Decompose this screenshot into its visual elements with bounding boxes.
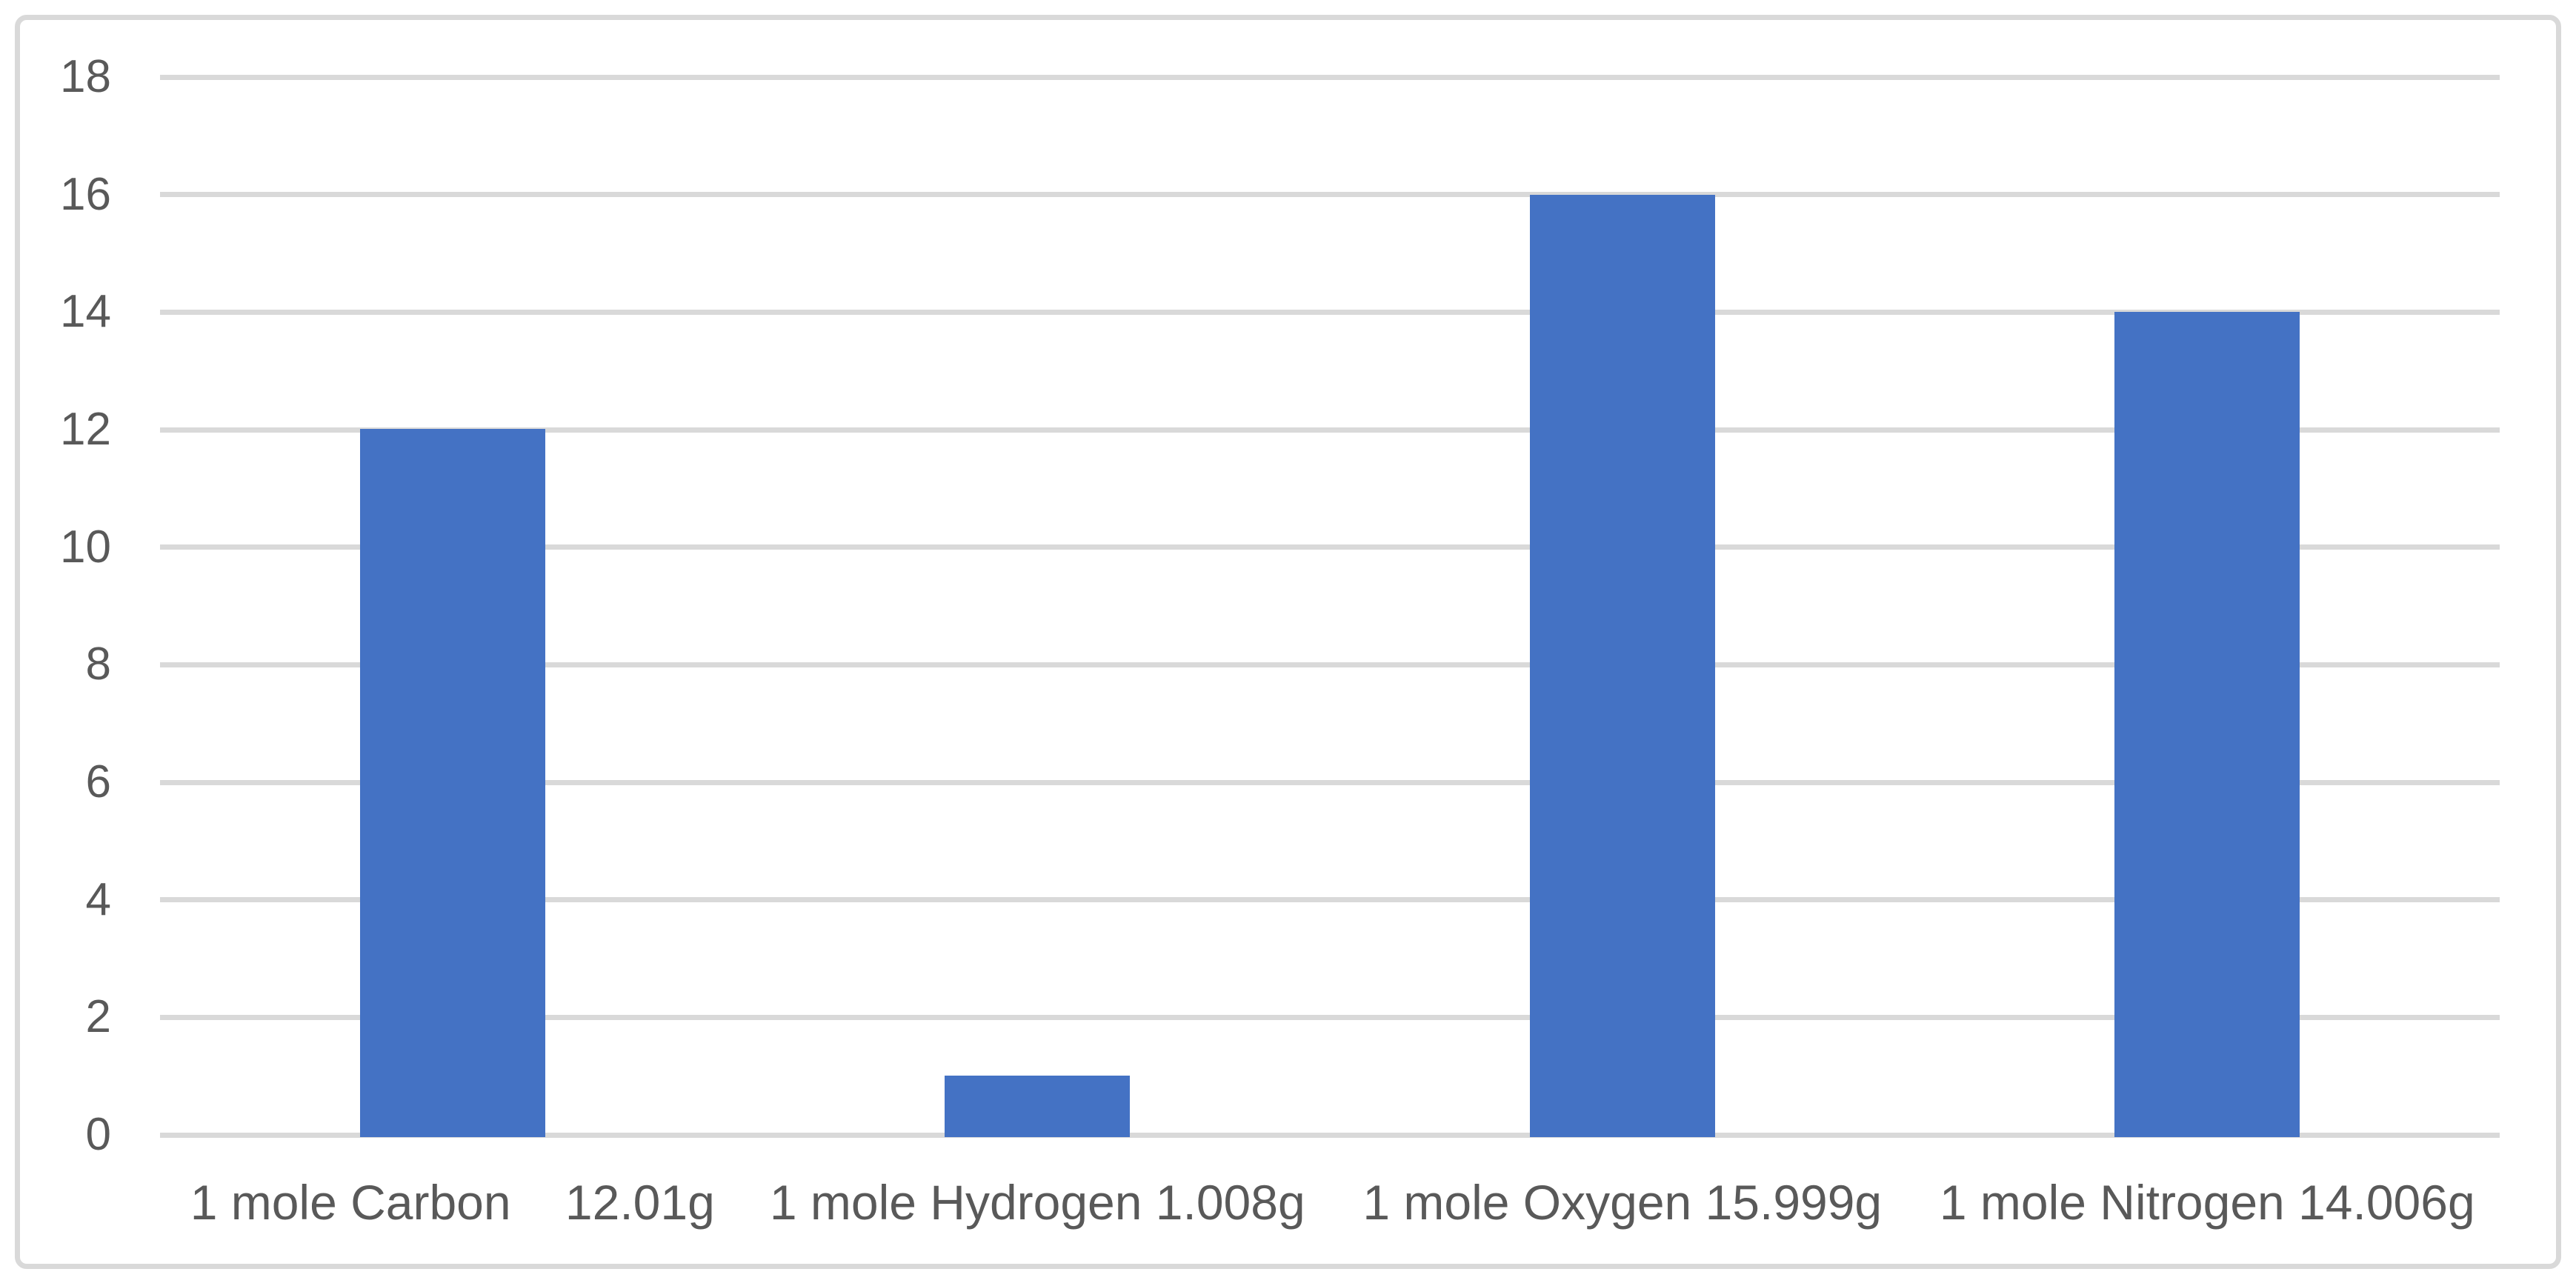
x-axis-category-label: 1 mole Carbon 12.01g (190, 1175, 715, 1230)
gridline (160, 1132, 2500, 1138)
x-axis-category-label: 1 mole Oxygen 15.999g (1362, 1175, 1883, 1230)
bar (359, 429, 545, 1137)
y-axis-tick-label: 6 (85, 756, 111, 807)
y-axis-tick-label: 18 (60, 51, 111, 102)
gridline (160, 192, 2500, 198)
y-axis-tick-label: 2 (85, 991, 111, 1043)
gridline (160, 779, 2500, 785)
y-axis-tick-label: 4 (85, 873, 111, 925)
y-axis-tick-label: 14 (60, 286, 111, 338)
gridline (160, 662, 2500, 667)
bar (1529, 194, 1715, 1137)
gridline (160, 1014, 2500, 1020)
bar (945, 1076, 1131, 1137)
y-axis-tick-label: 8 (85, 639, 111, 690)
y-axis-tick-label: 10 (60, 521, 111, 573)
y-axis-tick-label: 16 (60, 168, 111, 220)
gridline (160, 427, 2500, 433)
y-axis-tick-label: 0 (85, 1109, 111, 1160)
gridline (160, 897, 2500, 903)
bar (2114, 311, 2300, 1137)
gridline (160, 74, 2500, 80)
gridline (160, 544, 2500, 550)
y-axis-tick-label: 12 (60, 404, 111, 455)
gridline (160, 309, 2500, 315)
x-axis-category-label: 1 mole Hydrogen 1.008g (769, 1175, 1305, 1230)
x-axis-category-label: 1 mole Nitrogen 14.006g (1939, 1175, 2475, 1230)
